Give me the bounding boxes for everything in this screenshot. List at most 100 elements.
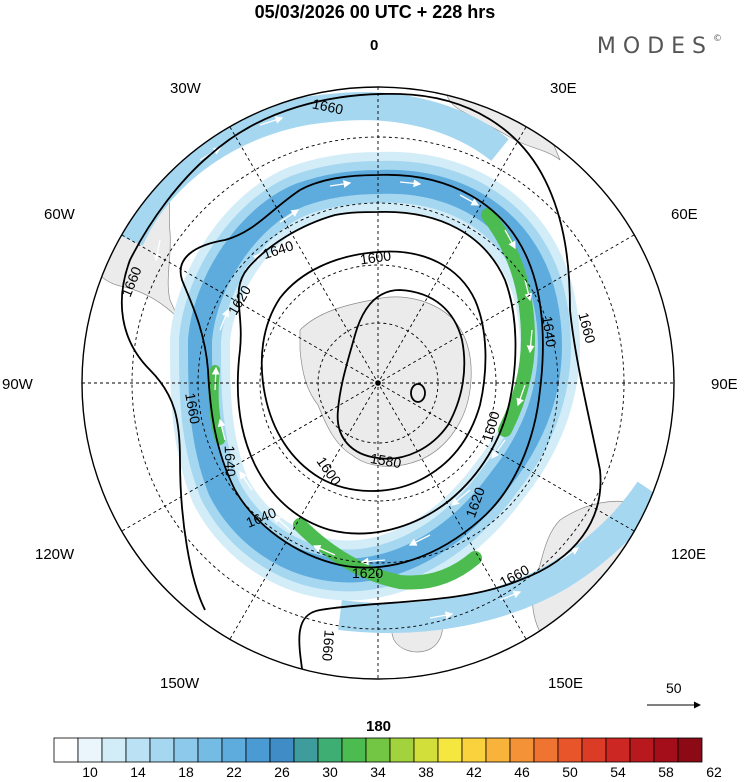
contour-label-1600-east: 1600 (479, 409, 503, 443)
chart-title: 05/03/2026 00 UTC + 228 hrs (254, 2, 496, 22)
colorbar-swatch (221, 737, 247, 763)
wind-vector (312, 544, 336, 556)
colorbar-swatch (605, 737, 631, 763)
colorbar: 10141822263034384246505458626670 (53, 737, 722, 780)
contour-label-1640-west: 1640 (222, 445, 239, 477)
colorbar-swatch (629, 737, 655, 763)
wind-vector (259, 116, 284, 126)
colorbar-swatch (293, 737, 319, 763)
wind-vector (239, 470, 253, 491)
jet-max-south (293, 518, 482, 590)
wind-vector (499, 590, 522, 601)
copyright-mark: © (713, 34, 722, 44)
longitude-labels: 0 30E 60E 90E 120E 150E 180 150W 120W 90… (2, 37, 738, 735)
contour-low-center (410, 383, 426, 403)
lon-label-150w: 150W (160, 675, 200, 692)
colorbar-swatch (245, 737, 271, 763)
colorbar-swatch (173, 737, 199, 763)
lon-label-30e: 30E (550, 80, 577, 97)
wind-vector (559, 547, 580, 561)
colorbar-swatch (485, 737, 511, 763)
outer-jet-band-north (117, 92, 509, 246)
contour-label-1600-north: 1600 (359, 247, 392, 267)
wind-vector (217, 418, 226, 441)
contour-1620 (236, 211, 517, 535)
wind-vector (153, 239, 162, 262)
wind-vector (524, 279, 533, 302)
colorbar-swatch (461, 737, 487, 763)
colorbar-tick-label: 42 (466, 764, 482, 780)
vector-reference-label: 50 (666, 680, 682, 696)
colorbar-tick-label: 38 (418, 764, 434, 780)
lon-label-90w: 90W (2, 376, 34, 393)
colorbar-swatch (125, 737, 151, 763)
antarctica-land (299, 296, 472, 467)
contour-label-1580: 1580 (369, 450, 403, 471)
map-boundary (81, 86, 675, 680)
lon-label-60w: 60W (44, 206, 76, 223)
lon-label-30w: 30W (170, 80, 202, 97)
wind-vector (408, 534, 431, 546)
wind-vector (526, 329, 535, 354)
colorbar-swatch (413, 737, 439, 763)
colorbar-tick-label: 30 (322, 764, 338, 780)
contour-1640 (179, 174, 544, 569)
colorbar-tick-label: 46 (514, 764, 530, 780)
contour-1580 (336, 289, 466, 460)
lon-label-120w: 120W (35, 546, 75, 563)
colorbar-swatch (509, 737, 535, 763)
wind-vector (219, 308, 230, 331)
contour-label-1640-east: 1640 (539, 315, 559, 348)
contour-1600 (260, 250, 487, 492)
contour-label-1660-bottom: 1660 (319, 629, 338, 662)
lon-label-60e: 60E (671, 206, 698, 223)
brand-name: MODES (596, 34, 713, 59)
colorbar-tick-label: 34 (370, 764, 386, 780)
colorbar-tick-label: 10 (82, 764, 98, 780)
colorbar-swatch (77, 737, 103, 763)
jet-max-west (208, 365, 225, 445)
vector-reference: 50 (647, 680, 701, 709)
contour-label-1660-sw: 1660 (182, 392, 203, 426)
height-contours (120, 92, 602, 679)
colorbar-tick-label: 62 (706, 764, 722, 780)
south-pole-marker (375, 380, 381, 386)
wind-vector (142, 319, 151, 342)
wind-speed-shading (117, 92, 663, 634)
colorbar-labels: 10141822263034384246505458626670 (82, 764, 722, 780)
colorbar-tick-label: 58 (658, 764, 674, 780)
wind-vector (491, 439, 506, 460)
colorbar-swatch (53, 737, 79, 763)
wind-vector (360, 557, 386, 566)
lon-label-90e: 90E (711, 376, 738, 393)
colorbar-swatch (581, 737, 607, 763)
colorbar-swatch (677, 737, 703, 763)
wind-vector (399, 179, 422, 188)
colorbar-boxes (53, 737, 703, 763)
wind-vector (516, 384, 526, 407)
colorbar-swatch (557, 737, 583, 763)
contour-1660 (120, 92, 602, 679)
colorbar-swatch (533, 737, 559, 763)
colorbar-swatch (653, 737, 679, 763)
colorbar-tick-label: 14 (130, 764, 146, 780)
colorbar-swatch (197, 737, 223, 763)
jet-core-blue (188, 169, 562, 583)
lon-label-180: 180 (366, 718, 391, 735)
colorbar-swatch (389, 737, 415, 763)
colorbar-tick-label: 54 (610, 764, 626, 780)
wind-vector (329, 180, 352, 188)
outer-jet-band-south (338, 481, 663, 634)
lon-label-0: 0 (370, 37, 378, 54)
wind-vector (273, 515, 291, 531)
colorbar-swatch (437, 737, 463, 763)
contour-label-1620-south: 1620 (352, 565, 383, 581)
wind-vector (504, 229, 516, 250)
colorbar-swatch (269, 737, 295, 763)
wind-vector (429, 611, 454, 619)
contour-label-1660-top: 1660 (311, 95, 345, 117)
colorbar-swatch (101, 737, 127, 763)
colorbar-swatch (341, 737, 367, 763)
colorbar-swatch (149, 737, 175, 763)
